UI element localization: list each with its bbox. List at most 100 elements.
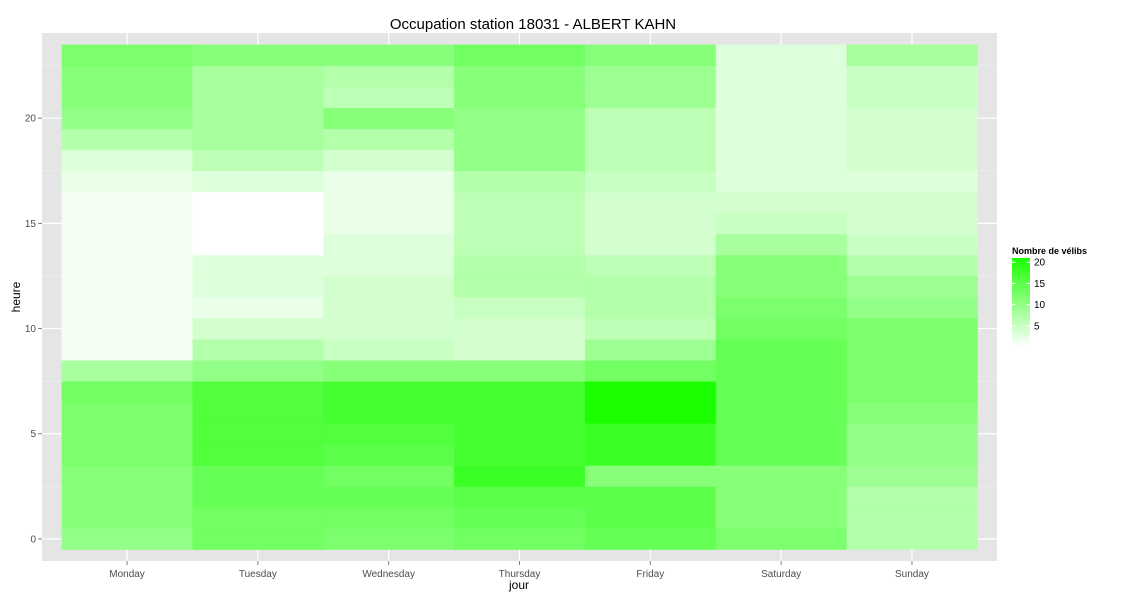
- heatmap-cell: [846, 423, 978, 445]
- chart-title: Occupation station 18031 - ALBERT KAHN: [390, 16, 676, 33]
- heatmap-cell: [715, 423, 847, 445]
- heatmap-cell: [715, 528, 847, 550]
- heatmap-cell: [454, 275, 586, 298]
- heatmap-cell: [584, 275, 717, 298]
- x-tick-label: Wednesday: [362, 569, 415, 580]
- heatmap-cell: [323, 486, 455, 508]
- x-tick-label: Sunday: [895, 569, 929, 580]
- heatmap-cell: [323, 149, 455, 172]
- heatmap-cell: [454, 128, 586, 151]
- heatmap-cell: [192, 212, 324, 235]
- heatmap-cell: [715, 444, 847, 466]
- heatmap-cell: [584, 297, 717, 319]
- heatmap-cell: [61, 402, 193, 424]
- heatmap-cell: [323, 86, 455, 109]
- heatmap-cell: [61, 212, 193, 235]
- heatmap-cell: [846, 275, 978, 298]
- heatmap-cell: [715, 339, 847, 361]
- legend-ticks: 5 10 15 20: [1012, 258, 1046, 332]
- heatmap-cell: [192, 318, 324, 340]
- x-tick-label: Monday: [109, 569, 145, 580]
- heatmap-cell: [846, 170, 978, 193]
- heatmap-cell: [192, 149, 324, 172]
- heatmap-cell: [715, 297, 847, 319]
- heatmap-cell: [715, 402, 847, 424]
- heatmap-cell: [715, 170, 847, 193]
- heatmap-cell: [584, 212, 717, 235]
- heatmap-cell: [192, 507, 324, 529]
- heatmap-cell: [846, 149, 978, 172]
- x-tick-label: Tuesday: [239, 569, 277, 580]
- heatmap-cell: [192, 528, 324, 550]
- heatmap-cell: [192, 275, 324, 298]
- heatmap-cell: [61, 360, 193, 382]
- heatmap-cell: [584, 44, 717, 67]
- heatmap-cell: [323, 170, 455, 193]
- y-tick-label: 10: [25, 324, 37, 335]
- heatmap-cell: [846, 297, 978, 319]
- heatmap-cell: [584, 486, 717, 508]
- heatmap-cell: [61, 149, 193, 172]
- heatmap-cell: [454, 170, 586, 193]
- heatmap-cell: [192, 465, 324, 487]
- heatmap-cell: [61, 486, 193, 508]
- heatmap-cell: [323, 107, 455, 130]
- legend-tick-label: 15: [1034, 279, 1046, 290]
- heatmap-cell: [323, 507, 455, 529]
- heatmap-cell: [715, 149, 847, 172]
- heatmap-cell: [454, 486, 586, 508]
- heatmap-cell: [846, 318, 978, 340]
- x-axis-label: jour: [508, 578, 529, 592]
- heatmap-cell: [846, 86, 978, 109]
- legend: Nombre de vélibs 5 10 15 20: [1012, 246, 1087, 347]
- heatmap-cell: [715, 381, 847, 403]
- heatmap-cell: [584, 360, 717, 382]
- heatmap-cell: [61, 191, 193, 214]
- heatmap-cell: [454, 297, 586, 319]
- heatmap-cell: [323, 381, 455, 403]
- heatmap-cell: [846, 486, 978, 508]
- heatmap-cell: [715, 507, 847, 529]
- heatmap-cell: [846, 233, 978, 256]
- heatmap-cell: [584, 170, 717, 193]
- y-tick-label: 20: [25, 114, 37, 125]
- heatmap-cell: [454, 507, 586, 529]
- heatmap-cell: [61, 275, 193, 298]
- heatmap-cell: [61, 465, 193, 487]
- heatmap-cell: [323, 360, 455, 382]
- legend-tick-label: 20: [1034, 258, 1046, 269]
- heatmap-cell: [846, 128, 978, 151]
- heatmap-cell: [323, 465, 455, 487]
- heatmap-cell: [584, 465, 717, 487]
- heatmap-cell: [454, 149, 586, 172]
- heatmap-cell: [323, 254, 455, 277]
- heatmap-cell: [454, 191, 586, 214]
- x-tick-label: Thursday: [499, 569, 541, 580]
- heatmap-cell: [715, 275, 847, 298]
- heatmap-cell: [846, 465, 978, 487]
- legend-title: Nombre de vélibs: [1012, 246, 1087, 256]
- heatmap-cell: [846, 65, 978, 88]
- heatmap-cell: [454, 212, 586, 235]
- heatmap-cell: [584, 318, 717, 340]
- heatmap-cell: [454, 423, 586, 445]
- heatmap-cell: [454, 339, 586, 361]
- heatmap-cell: [584, 339, 717, 361]
- heatmap-cell: [454, 233, 586, 256]
- heatmap-cell: [584, 254, 717, 277]
- heatmap-cell: [61, 528, 193, 550]
- heatmap-cell: [454, 444, 586, 466]
- heatmap-cell: [846, 339, 978, 361]
- heatmap-cell: [323, 444, 455, 466]
- heatmap-cell: [715, 107, 847, 130]
- heatmap-cell: [192, 402, 324, 424]
- heatmap-cell: [715, 128, 847, 151]
- heatmap-cell: [192, 381, 324, 403]
- heatmap-cell: [61, 381, 193, 403]
- heatmap-cell: [192, 44, 324, 67]
- y-tick-label: 15: [25, 219, 37, 230]
- heatmap-cell: [846, 402, 978, 424]
- heatmap-cell: [454, 86, 586, 109]
- heatmap-cell: [584, 149, 717, 172]
- heatmap-cell: [846, 444, 978, 466]
